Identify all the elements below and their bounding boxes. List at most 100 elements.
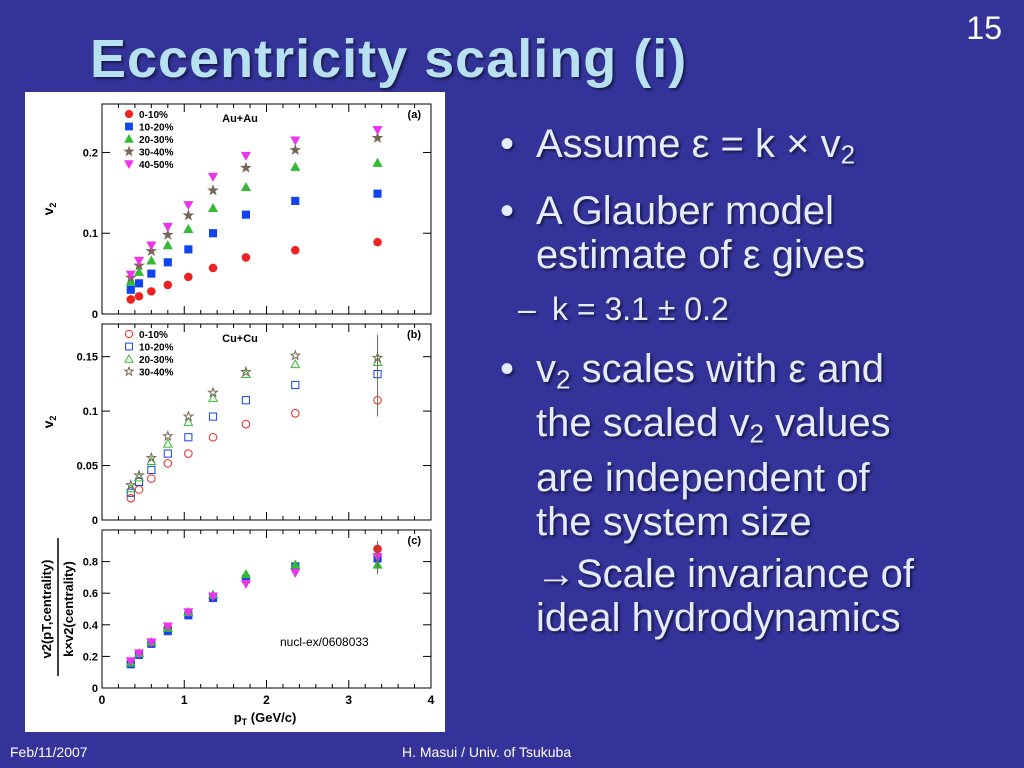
data-point [373, 189, 382, 198]
chart-svg: 00.10.2(a)Au+Auv20-10%10-20%20-30%30-40%… [39, 103, 435, 727]
data-point [161, 228, 174, 240]
conclusion-line1: Scale invariance of [576, 551, 914, 596]
legend-label: 30-40% [139, 368, 174, 379]
bullet-assume-sub: 2 [840, 139, 856, 170]
legend-label: 20-30% [139, 355, 174, 366]
data-point [207, 202, 219, 213]
data-point [134, 477, 144, 486]
bullet-glauber-line2: estimate of ε gives [536, 232, 866, 277]
y-tick-label: 0.05 [77, 461, 98, 473]
y-tick-label: 0.1 [83, 406, 98, 418]
conclusion-line2: ideal hydrodynamics [536, 595, 901, 640]
data-point [241, 396, 251, 405]
bullet-dot: • [500, 346, 515, 391]
bullet-glauber: • A Glauber model estimate of ε gives [500, 189, 1010, 277]
data-point [240, 181, 251, 192]
conclusion: →Scale invariance of ideal hydrodynamics [500, 552, 1010, 640]
slide-number: 15 [966, 10, 1002, 46]
annotation: nucl-ex/0608033 [280, 635, 369, 649]
data-point [133, 469, 145, 481]
data-point [207, 592, 219, 602]
bullet-scaling-line2-pre: the scaled v [536, 401, 750, 445]
data-point [147, 465, 156, 474]
data-point [183, 416, 194, 426]
data-point [183, 223, 194, 234]
bullet-dot: • [500, 122, 515, 166]
y-tick-label: 0 [92, 683, 98, 695]
bullet-scaling-line2-sub: 2 [749, 418, 764, 449]
data-point [289, 143, 302, 156]
data-point [184, 245, 193, 254]
data-point [163, 280, 173, 290]
data-point [182, 209, 195, 221]
data-point [146, 241, 157, 251]
data-point [146, 255, 157, 265]
y-tick-label: 0 [92, 309, 98, 321]
data-point [291, 409, 300, 418]
panel-label: (b) [407, 329, 421, 341]
legend-marker [124, 329, 134, 339]
sub-bullet-dash: – [518, 290, 536, 327]
x-tick-label: 4 [428, 693, 435, 707]
data-point [208, 412, 218, 421]
y-tick-label: 0 [92, 515, 98, 527]
x-tick-label: 0 [99, 693, 106, 707]
data-point [241, 419, 251, 429]
y-tick-label: 0.15 [77, 352, 98, 364]
legend-label: 0-10% [139, 110, 168, 121]
legend-label: 20-30% [139, 135, 174, 146]
data-point [291, 196, 300, 205]
data-point [147, 287, 156, 296]
data-point [125, 657, 136, 667]
x-tick-label: 2 [263, 693, 270, 707]
data-point [162, 438, 173, 448]
legend-marker [124, 160, 134, 170]
footer-date: Feb/11/2007 [10, 744, 88, 760]
bullet-list: • Assume ε = k × v2 • A Glauber model es… [500, 122, 1010, 640]
y-tick-label: 0.1 [83, 228, 98, 240]
data-point [208, 432, 218, 442]
data-point [134, 279, 144, 288]
data-point [241, 210, 251, 219]
data-point [126, 295, 136, 304]
y-axis-label-numerator: v2(pT,centrality) [39, 560, 54, 659]
bullet-scaling-line3: are independent of [536, 455, 870, 500]
data-point [207, 184, 219, 196]
bullet-scaling-line2-post: values [763, 401, 891, 445]
footer-author: H. Masui / Univ. of Tsukuba [402, 744, 572, 760]
data-point [146, 638, 157, 648]
data-point [162, 622, 173, 632]
legend-label: 40-50% [139, 160, 174, 171]
bullet-assume-eq: ε = k × v [691, 122, 841, 166]
sub-bullet-k-text: k = 3.1 ± 0.2 [552, 290, 729, 327]
data-point [208, 229, 218, 238]
figure-v2-scaling: 0 0.1 0.2 (a) Au+Au v2 0-10% 10-20% 20-30% 30-40%… [25, 92, 445, 732]
data-point [240, 579, 251, 589]
data-point [126, 285, 135, 294]
y-tick-label: 0.4 [83, 620, 99, 632]
bullet-scaling-v: v [536, 346, 556, 391]
data-point [147, 269, 156, 278]
data-point [183, 608, 194, 618]
data-point [290, 136, 301, 146]
system-label: Au+Au [222, 113, 258, 125]
data-point [207, 172, 219, 182]
data-point [162, 240, 173, 250]
bullet-dot: • [500, 188, 515, 233]
data-point [240, 365, 252, 377]
y-tick-label: 0.2 [83, 651, 98, 663]
data-point [145, 451, 158, 463]
legend-marker [125, 122, 133, 131]
legend-marker [124, 109, 134, 119]
legend-marker [125, 342, 133, 351]
data-point [240, 161, 252, 173]
data-point [289, 349, 302, 361]
data-point [183, 201, 194, 211]
data-point [371, 131, 384, 143]
data-point [162, 222, 173, 232]
legend-label: 30-40% [139, 148, 174, 159]
data-point [207, 386, 219, 398]
data-point [291, 245, 300, 255]
bullet-scaling-v-sub: 2 [556, 364, 571, 394]
data-point [184, 449, 193, 458]
